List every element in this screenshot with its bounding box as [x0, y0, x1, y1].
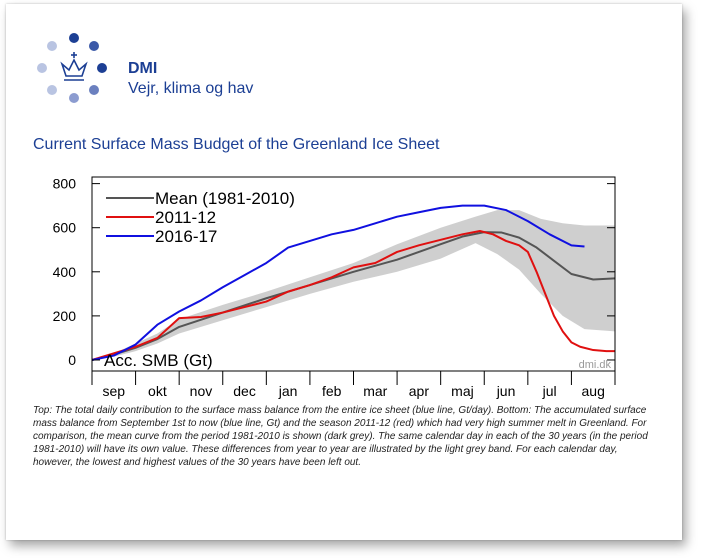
y-tick-label-0: 0 [68, 352, 76, 368]
x-tick-label-jun: jun [496, 383, 516, 399]
x-tick-label-aug: aug [582, 383, 605, 399]
legend-label-0: Mean (1981-2010) [155, 189, 295, 208]
brand-tagline: Vejr, klima og hav [128, 80, 254, 97]
series-line-0 [91, 231, 616, 361]
y-tick-label-3: 600 [53, 220, 77, 236]
y-axis-label: Acc. SMB (Gt) [104, 351, 213, 370]
x-tick-label-jul: jul [542, 383, 557, 399]
x-tick-label-okt: okt [148, 383, 167, 399]
series-line-2 [91, 204, 585, 361]
y-tick-label-4: 800 [53, 176, 77, 192]
x-tick-label-feb: feb [322, 383, 342, 399]
x-tick-label-jan: jan [278, 383, 298, 399]
smb-chart: 0 200 400 600 800 sep okt nov dec jan feb mar apr maj… [53, 176, 616, 399]
dmi-logo-icon [37, 33, 107, 103]
x-tick-label-nov: nov [190, 383, 213, 399]
x-tick-label-maj: maj [451, 383, 474, 399]
legend-label-2: 2016-17 [155, 227, 217, 246]
page-title: Current Surface Mass Budget of the Green… [33, 136, 440, 153]
x-tick-label-apr: apr [409, 383, 430, 399]
y-tick-label-1: 200 [53, 308, 77, 324]
y-tick-label-2: 400 [53, 264, 77, 280]
watermark: dmi.dk [579, 359, 612, 371]
series-line-1 [91, 230, 615, 361]
x-tick-label-sep: sep [103, 383, 126, 399]
x-tick-label-mar: mar [363, 383, 387, 399]
x-tick-label-dec: dec [233, 383, 256, 399]
chart-caption: Top: The total daily contribution to the… [33, 405, 648, 468]
legend-label-1: 2011-12 [155, 208, 216, 227]
brand-name: DMI [128, 60, 158, 77]
